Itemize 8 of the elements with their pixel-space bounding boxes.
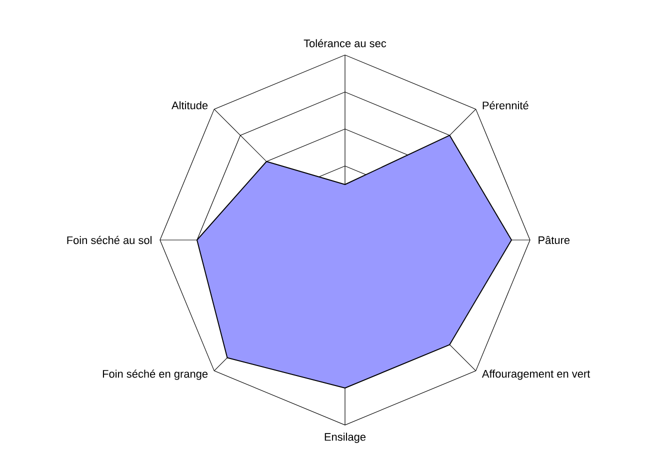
spoke-label: Foin séché en grange xyxy=(102,370,208,380)
spoke-label: Pérennité xyxy=(482,101,528,110)
spoke-label: Tolérance au sec xyxy=(304,39,386,48)
spoke-label: Foin séché au sol xyxy=(67,236,152,244)
spoke-label: Ensilage xyxy=(324,432,366,443)
spoke-label: Affouragement en vert xyxy=(482,370,590,380)
spoke-label: Pâture xyxy=(538,236,570,244)
spoke-label: Altitude xyxy=(172,101,208,110)
